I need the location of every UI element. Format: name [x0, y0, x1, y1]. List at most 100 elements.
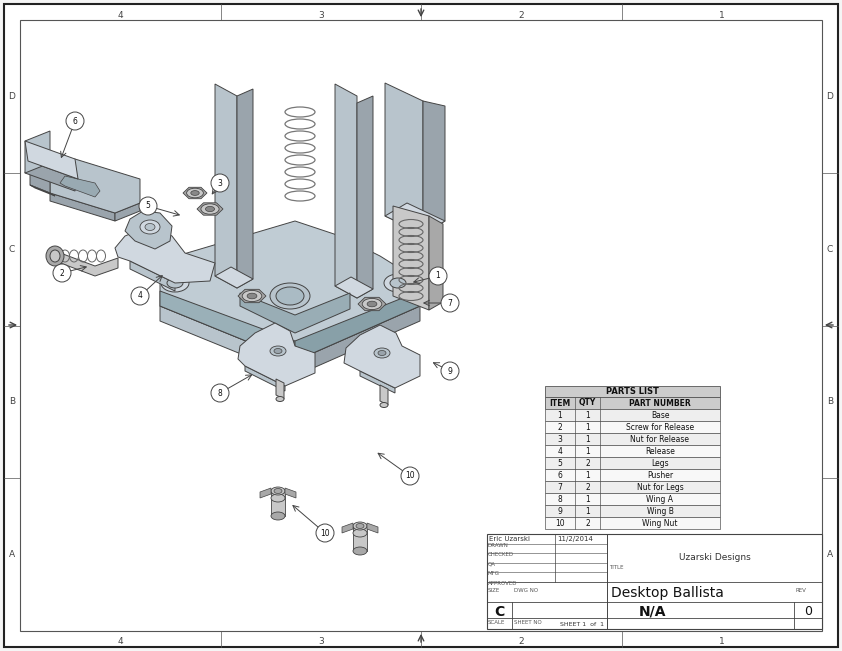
Text: 1: 1 — [585, 434, 590, 443]
Ellipse shape — [271, 494, 285, 502]
Ellipse shape — [53, 264, 71, 282]
Text: MFG: MFG — [488, 572, 500, 576]
Polygon shape — [380, 385, 388, 405]
Polygon shape — [237, 89, 253, 288]
Bar — [545, 445, 720, 457]
Text: PART NUMBER: PART NUMBER — [629, 398, 691, 408]
Polygon shape — [160, 291, 295, 361]
Text: 4: 4 — [117, 637, 123, 646]
Ellipse shape — [161, 274, 189, 292]
Polygon shape — [271, 491, 285, 516]
Polygon shape — [50, 159, 140, 213]
Ellipse shape — [140, 220, 160, 234]
Ellipse shape — [46, 246, 64, 266]
Text: 10: 10 — [320, 529, 330, 538]
Text: 9: 9 — [557, 506, 562, 516]
Bar — [545, 517, 720, 529]
Text: 1: 1 — [585, 422, 590, 432]
Polygon shape — [125, 211, 172, 249]
Text: 5: 5 — [146, 202, 151, 210]
Text: 1: 1 — [585, 411, 590, 419]
Bar — [545, 469, 720, 481]
Text: DWG NO: DWG NO — [514, 589, 538, 594]
Ellipse shape — [274, 488, 282, 493]
Ellipse shape — [242, 290, 262, 301]
Text: 4: 4 — [557, 447, 562, 456]
Bar — [545, 386, 720, 397]
Polygon shape — [429, 216, 443, 310]
Polygon shape — [215, 267, 253, 288]
Text: 2: 2 — [585, 518, 590, 527]
Text: 1: 1 — [585, 495, 590, 503]
Text: Uzarski Designs: Uzarski Designs — [679, 553, 750, 562]
Text: 10: 10 — [555, 518, 565, 527]
Ellipse shape — [201, 204, 219, 214]
Polygon shape — [25, 161, 78, 191]
Polygon shape — [25, 141, 78, 179]
Bar — [545, 397, 720, 409]
Ellipse shape — [353, 522, 367, 530]
Bar — [545, 481, 720, 493]
Ellipse shape — [191, 191, 200, 195]
Text: D: D — [827, 92, 834, 101]
Ellipse shape — [316, 524, 334, 542]
Text: PARTS LIST: PARTS LIST — [606, 387, 659, 396]
Text: Wing Nut: Wing Nut — [642, 518, 678, 527]
Text: 6: 6 — [557, 471, 562, 480]
Ellipse shape — [139, 197, 157, 215]
Bar — [545, 493, 720, 505]
Polygon shape — [295, 306, 420, 376]
Text: C: C — [494, 605, 504, 618]
Ellipse shape — [145, 223, 155, 230]
Polygon shape — [55, 251, 118, 276]
Polygon shape — [30, 161, 50, 193]
Polygon shape — [353, 526, 367, 551]
Text: 2: 2 — [585, 458, 590, 467]
Ellipse shape — [274, 348, 282, 353]
Text: 7: 7 — [557, 482, 562, 492]
Ellipse shape — [362, 298, 381, 310]
Bar — [545, 457, 720, 469]
Text: 2: 2 — [557, 422, 562, 432]
Text: 3: 3 — [557, 434, 562, 443]
Ellipse shape — [378, 350, 386, 355]
Text: 1: 1 — [557, 411, 562, 419]
Ellipse shape — [271, 512, 285, 520]
Polygon shape — [360, 371, 395, 393]
Polygon shape — [423, 101, 445, 234]
Ellipse shape — [367, 301, 377, 307]
Text: Release: Release — [645, 447, 675, 456]
Ellipse shape — [211, 174, 229, 192]
Text: REV: REV — [795, 589, 806, 594]
Polygon shape — [285, 488, 296, 498]
Bar — [545, 505, 720, 517]
Polygon shape — [215, 84, 237, 288]
Ellipse shape — [401, 467, 419, 485]
Text: 4: 4 — [117, 10, 123, 20]
Ellipse shape — [353, 529, 367, 537]
Text: QA: QA — [488, 562, 496, 567]
Text: 1: 1 — [585, 506, 590, 516]
Ellipse shape — [356, 523, 364, 529]
Polygon shape — [245, 366, 285, 391]
Text: C: C — [827, 245, 833, 254]
Ellipse shape — [247, 293, 257, 299]
Text: 3: 3 — [217, 178, 222, 187]
Polygon shape — [358, 298, 386, 311]
Text: 6: 6 — [72, 117, 77, 126]
Text: 2: 2 — [519, 10, 524, 20]
Ellipse shape — [271, 487, 285, 495]
Polygon shape — [385, 83, 423, 234]
Polygon shape — [385, 203, 445, 234]
Ellipse shape — [384, 274, 412, 292]
Text: Screw for Release: Screw for Release — [626, 422, 694, 432]
Polygon shape — [60, 176, 100, 197]
Text: 3: 3 — [318, 637, 323, 646]
Ellipse shape — [66, 112, 84, 130]
Ellipse shape — [380, 402, 388, 408]
Ellipse shape — [211, 384, 229, 402]
Bar — [545, 409, 720, 421]
Bar — [545, 433, 720, 445]
Text: QTY: QTY — [579, 398, 596, 408]
Polygon shape — [342, 523, 353, 533]
